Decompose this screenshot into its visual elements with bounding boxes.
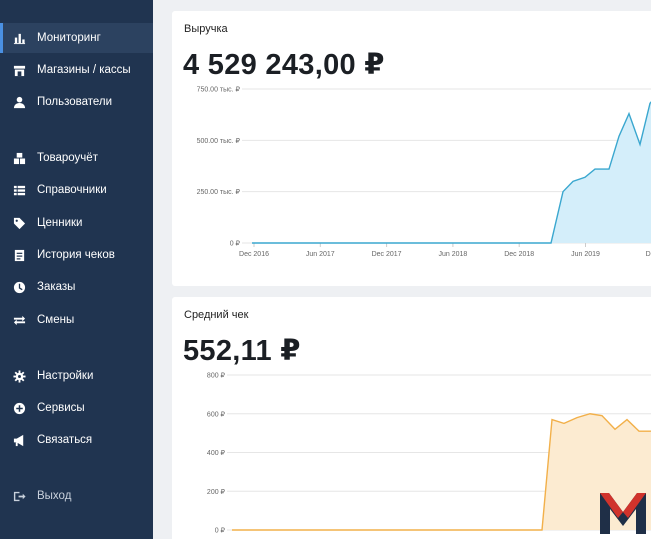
y-tick-label: 0 ₽ (215, 528, 226, 535)
sidebar-item-label: Справочники (37, 184, 107, 196)
sidebar-item-label: История чеков (37, 249, 115, 261)
list-icon (12, 183, 26, 197)
sidebar-item-label: Магазины / кассы (37, 64, 131, 76)
x-tick-label: Dec 2016 (239, 251, 269, 258)
boxes-icon (12, 151, 26, 165)
clock-icon (12, 280, 26, 294)
sidebar-item-label: Смены (37, 314, 75, 326)
sidebar-item-orders[interactable]: Заказы (0, 272, 153, 302)
sidebar-item-stores[interactable]: Магазины / кассы (0, 55, 153, 85)
sidebar-item-settings[interactable]: Настройки (0, 361, 153, 391)
sidebar-item-services[interactable]: Сервисы (0, 393, 153, 423)
sidebar-item-label: Мониторинг (37, 32, 101, 44)
sidebar-item-label: Настройки (37, 370, 94, 382)
sidebar-item-contact[interactable]: Связаться (0, 425, 153, 455)
y-tick-label: 800 ₽ (207, 373, 226, 380)
y-tick-label: 600 ₽ (207, 411, 226, 418)
x-tick-label: Jun 2018 (438, 251, 467, 258)
bar-chart-icon (12, 31, 26, 45)
y-tick-label: 0 ₽ (230, 241, 241, 248)
sidebar-item-price-tags[interactable]: Ценники (0, 208, 153, 238)
sidebar-item-directories[interactable]: Справочники (0, 175, 153, 205)
area-fill (252, 102, 651, 243)
receipt-icon (12, 248, 26, 262)
x-tick-label: Dec (646, 251, 651, 258)
y-tick-label: 400 ₽ (207, 450, 226, 457)
y-tick-label: 750.00 тыс. ₽ (197, 87, 241, 94)
avg-check-chart[interactable]: 0 ₽ 200 ₽ 400 ₽ 600 ₽ 800 ₽ (172, 297, 651, 539)
x-tick-label: Jun 2017 (306, 251, 335, 258)
brand-logo (600, 493, 646, 534)
sidebar-item-logout[interactable]: Выход (0, 481, 153, 511)
revenue-card: Выручка 4 529 243,00 ₽ 0 ₽ 250.00 тыс. ₽ 5… (172, 11, 651, 286)
sidebar-item-label: Ценники (37, 217, 83, 229)
avg-check-card: Средний чек 552,11 ₽ 0 ₽ 200 ₽ 400 ₽ 600 ₽ 8… (172, 297, 651, 539)
avg-check-card-title: Средний чек (184, 309, 249, 321)
store-icon (12, 63, 26, 77)
sidebar-item-receipts[interactable]: История чеков (0, 240, 153, 270)
x-tick-label: Dec 2017 (372, 251, 402, 258)
sidebar-item-label: Связаться (37, 434, 93, 446)
sidebar-item-label: Товароучёт (37, 152, 98, 164)
sidebar-item-label: Выход (37, 490, 72, 502)
sidebar-item-label: Пользователи (37, 96, 113, 108)
sidebar-item-monitoring[interactable]: Мониторинг (0, 23, 153, 53)
sidebar-item-label: Заказы (37, 281, 76, 293)
y-tick-label: 500.00 тыс. ₽ (197, 138, 241, 145)
tag-icon (12, 216, 26, 230)
x-tick-label: Jun 2019 (571, 251, 600, 258)
sidebar-item-label: Сервисы (37, 402, 85, 414)
megaphone-icon (12, 433, 26, 447)
sidebar-item-users[interactable]: Пользователи (0, 87, 153, 117)
series-line (252, 101, 651, 244)
sidebar-item-inventory[interactable]: Товароучёт (0, 143, 153, 173)
x-tick-label: Dec 2018 (504, 251, 534, 258)
series-line (232, 413, 651, 531)
main-content: Выручка 4 529 243,00 ₽ 0 ₽ 250.00 тыс. ₽ 5… (153, 0, 651, 539)
revenue-chart[interactable]: 0 ₽ 250.00 тыс. ₽ 500.00 тыс. ₽ 750.00 тыс.… (172, 11, 651, 286)
sign-out-icon (12, 489, 26, 503)
y-tick-label: 200 ₽ (207, 489, 226, 496)
sidebar-item-shifts[interactable]: Смены (0, 305, 153, 335)
avg-check-value: 552,11 ₽ (183, 335, 301, 367)
revenue-card-title: Выручка (184, 23, 228, 35)
y-tick-label: 250.00 тыс. ₽ (197, 189, 241, 196)
gear-icon (12, 369, 26, 383)
area-fill (232, 413, 651, 530)
sidebar: Мониторинг Магазины / кассы Пользователи То… (0, 0, 153, 539)
revenue-value: 4 529 243,00 ₽ (183, 49, 385, 81)
user-icon (12, 95, 26, 109)
plus-circle-icon (12, 401, 26, 415)
exchange-icon (12, 313, 26, 327)
